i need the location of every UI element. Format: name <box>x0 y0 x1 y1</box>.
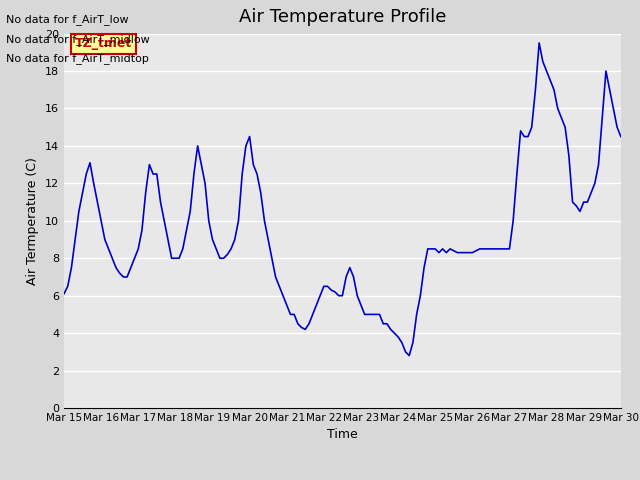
Text: TZ_tmet: TZ_tmet <box>75 37 132 50</box>
Text: No data for f_AirT_midtop: No data for f_AirT_midtop <box>6 53 149 64</box>
Legend:  <box>337 474 348 480</box>
Title: Air Temperature Profile: Air Temperature Profile <box>239 9 446 26</box>
Text: No data for f_AirT_low: No data for f_AirT_low <box>6 14 129 25</box>
Y-axis label: Air Termperature (C): Air Termperature (C) <box>26 157 40 285</box>
X-axis label: Time: Time <box>327 429 358 442</box>
Text: No data for f_AirT_midlow: No data for f_AirT_midlow <box>6 34 150 45</box>
